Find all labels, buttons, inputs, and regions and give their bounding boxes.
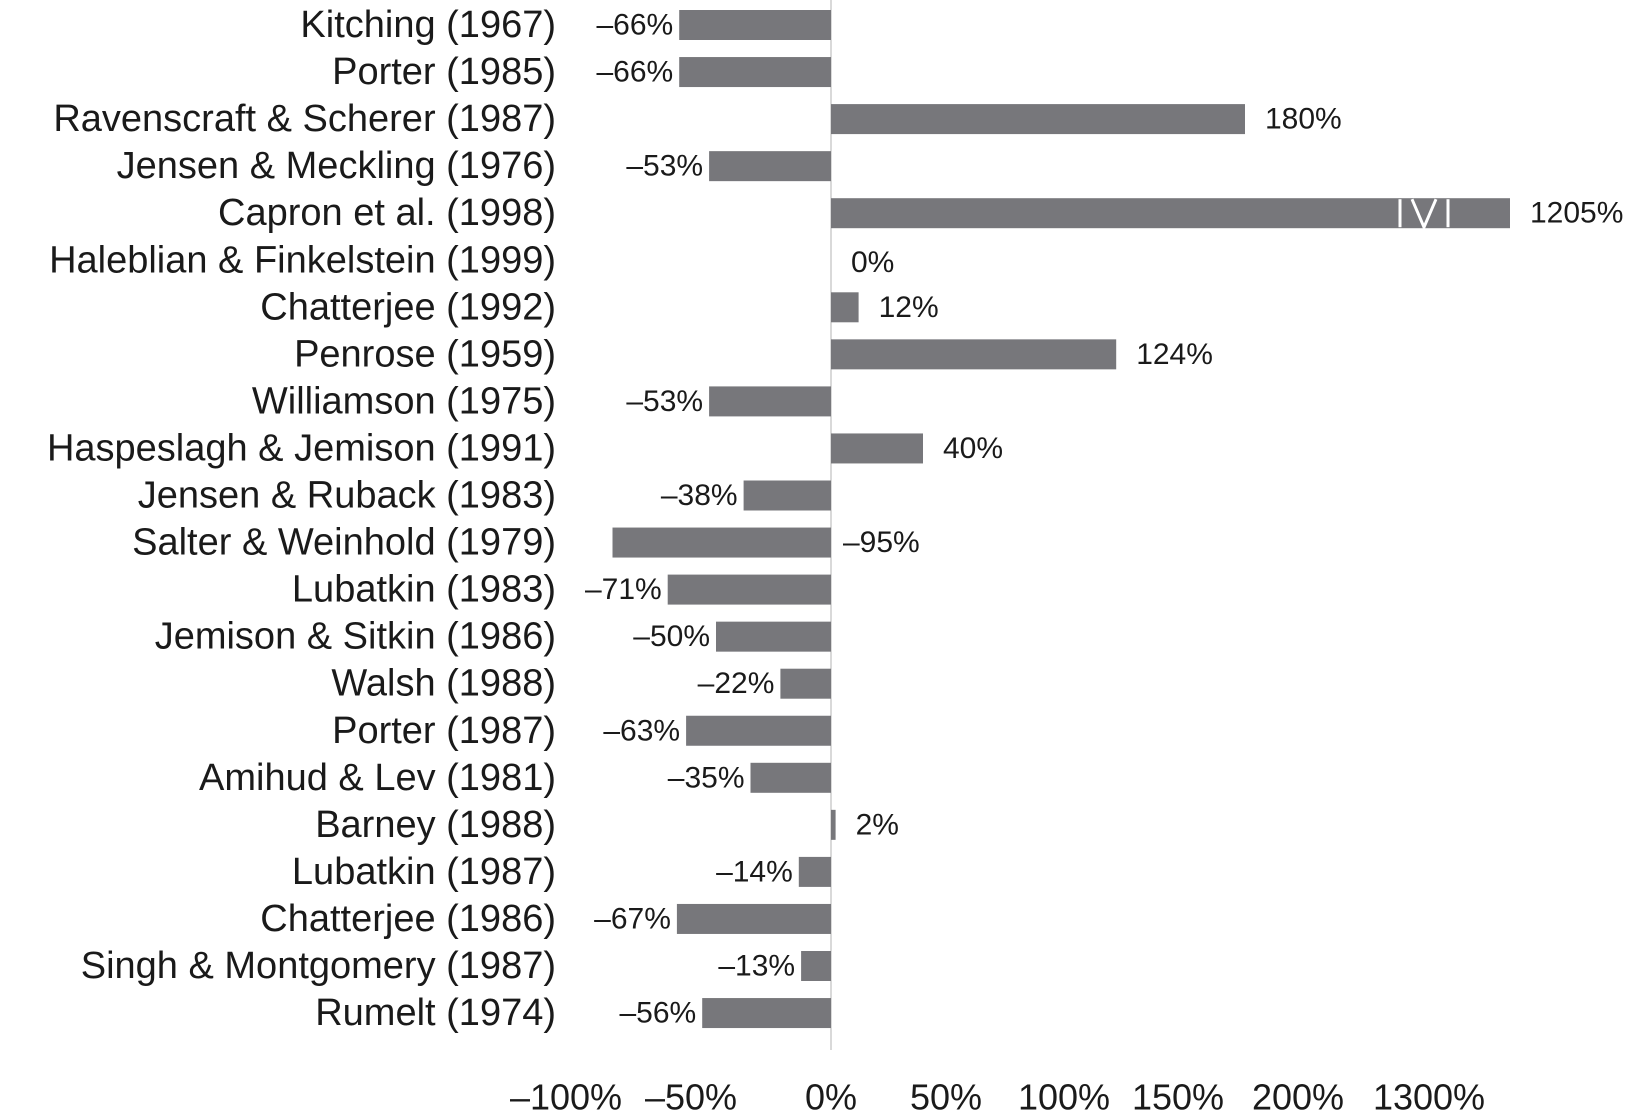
- bar: [750, 762, 831, 793]
- category-label: Walsh (1988): [331, 663, 556, 705]
- category-labels: Kitching (1967) Porter (1985) Ravenscraft …: [47, 4, 556, 1034]
- x-tick-label: 50%: [910, 1077, 982, 1118]
- data-label: 40%: [943, 432, 1003, 465]
- bar: [676, 903, 831, 934]
- category-label: Jensen & Ruback (1983): [138, 475, 556, 517]
- category-label: Kitching (1967): [300, 4, 556, 46]
- bar: [612, 527, 831, 558]
- category-label: Capron et al. (1998): [218, 192, 556, 234]
- category-label: Jemison & Sitkin (1986): [155, 616, 556, 658]
- data-label: –22%: [698, 667, 775, 700]
- data-label: 180%: [1265, 103, 1342, 136]
- data-label: –50%: [633, 620, 710, 653]
- data-label: 2%: [856, 808, 899, 841]
- category-label: Haleblian & Finkelstein (1999): [49, 239, 556, 281]
- bar: [780, 668, 831, 699]
- category-label: Chatterjee (1992): [260, 286, 556, 328]
- data-label: –95%: [843, 526, 920, 559]
- x-tick-label: 100%: [1018, 1077, 1110, 1118]
- axis-break-mark: [1398, 198, 1450, 232]
- bar: [679, 10, 831, 40]
- bar: [702, 998, 831, 1029]
- data-label: –53%: [626, 150, 703, 183]
- category-label: Williamson (1975): [252, 380, 556, 422]
- category-label: Chatterjee (1986): [260, 898, 556, 940]
- category-label: Ravenscraft & Scherer (1987): [53, 98, 556, 140]
- bar: [831, 339, 1117, 370]
- x-tick-label: –100%: [510, 1077, 622, 1118]
- data-label: –14%: [716, 855, 793, 888]
- category-label: Salter & Weinhold (1979): [132, 522, 556, 564]
- category-label: Barney (1988): [315, 804, 556, 846]
- data-label: 0%: [851, 246, 894, 279]
- category-label: Lubatkin (1983): [292, 569, 556, 611]
- data-label: –67%: [594, 902, 671, 935]
- bar: [667, 574, 831, 605]
- bar: [831, 104, 1245, 135]
- bars-layer: [612, 10, 1510, 1029]
- bar: [686, 715, 831, 746]
- bar: [679, 57, 831, 88]
- category-label: Haspeslagh & Jemison (1991): [47, 427, 556, 469]
- data-label: –71%: [585, 573, 662, 606]
- bar: [709, 386, 831, 417]
- x-tick-label: 200%: [1252, 1077, 1344, 1118]
- data-label: –56%: [619, 997, 696, 1030]
- category-label: Porter (1987): [332, 710, 556, 752]
- x-tick-label: –50%: [645, 1077, 737, 1118]
- data-label: 12%: [879, 291, 939, 324]
- category-label: Porter (1985): [332, 51, 556, 93]
- category-label: Penrose (1959): [294, 333, 556, 375]
- data-label: –63%: [603, 714, 680, 747]
- category-label: Singh & Montgomery (1987): [81, 945, 556, 987]
- bar: [716, 621, 831, 652]
- bar: [801, 951, 831, 981]
- bar: [798, 856, 831, 887]
- x-tick-label: 150%: [1132, 1077, 1224, 1118]
- data-label: –35%: [668, 761, 745, 794]
- bar: [743, 480, 831, 511]
- category-label: Rumelt (1974): [315, 992, 556, 1034]
- bar: [831, 198, 1510, 229]
- x-tick-label: 0%: [805, 1077, 857, 1118]
- bar: [831, 809, 836, 840]
- category-label: Jensen & Meckling (1976): [117, 145, 556, 187]
- data-label: –38%: [661, 479, 738, 512]
- x-tick-label: 1300%: [1373, 1077, 1485, 1118]
- data-label: –66%: [596, 56, 673, 89]
- data-label: –53%: [626, 385, 703, 418]
- category-label: Lubatkin (1987): [292, 851, 556, 893]
- category-label: Amihud & Lev (1981): [199, 757, 556, 799]
- bar: [831, 292, 859, 323]
- data-label: –13%: [718, 950, 795, 983]
- bar: [831, 433, 923, 464]
- data-label: 124%: [1136, 338, 1213, 371]
- bar: [709, 151, 831, 182]
- value-labels: –66% –66% 180% –53% 1205% 0% 12% 124% –53% 40% –38…: [585, 9, 1623, 1030]
- x-axis-ticks: –100% –50% 0% 50% 100% 150% 200% 1300%: [510, 1077, 1485, 1118]
- data-label: 1205%: [1530, 197, 1623, 230]
- data-label: –66%: [596, 9, 673, 42]
